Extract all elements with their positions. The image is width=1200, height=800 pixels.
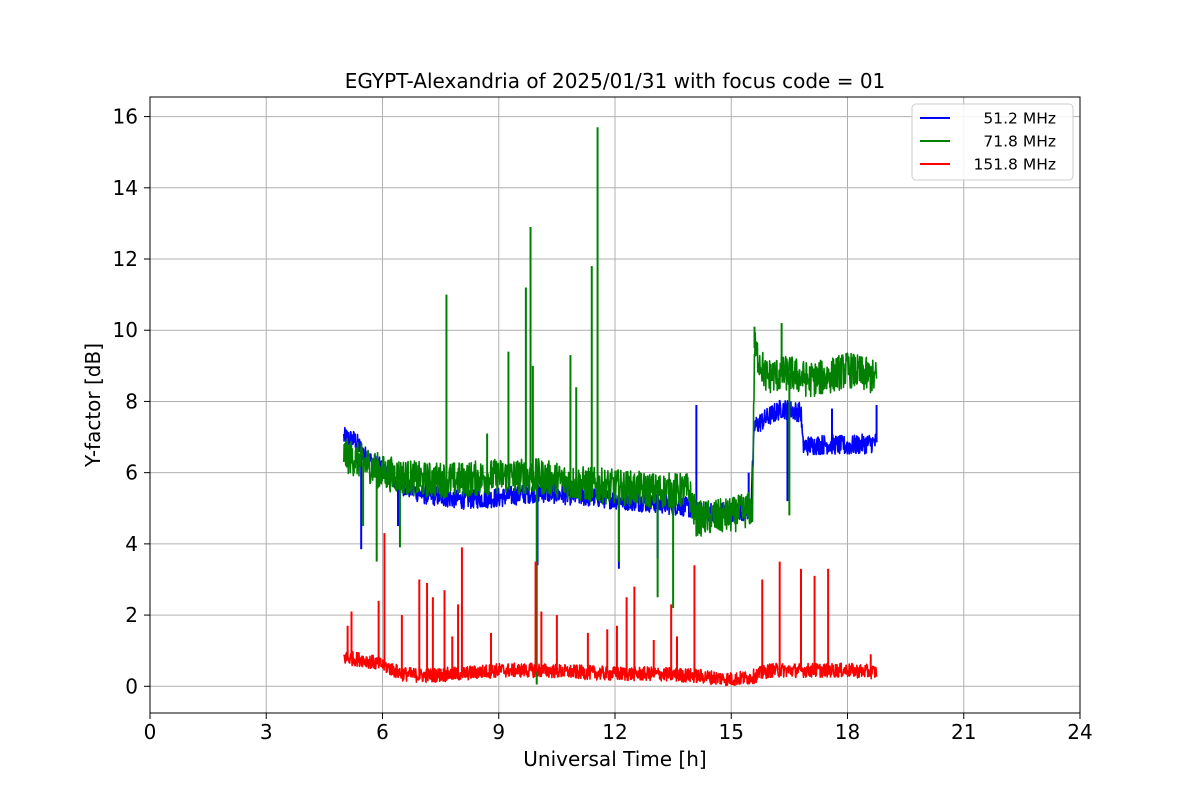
chart-title: EGYPT-Alexandria of 2025/01/31 with focu… — [345, 69, 886, 93]
grid-lines — [150, 97, 1080, 713]
x-axis-label: Universal Time [h] — [523, 747, 706, 771]
x-tick-label: 3 — [260, 720, 273, 744]
y-tick-label: 2 — [125, 603, 138, 627]
x-tick-label: 21 — [951, 720, 976, 744]
y-tick-label: 0 — [125, 674, 138, 698]
series-line-1 — [343, 332, 878, 537]
legend-label: 151.8 MHz — [974, 156, 1056, 174]
legend-box — [911, 103, 1074, 181]
y-tick-label: 8 — [125, 389, 138, 413]
x-tick-label: 6 — [376, 720, 389, 744]
series-line-2 — [343, 651, 878, 687]
x-tick-label: 24 — [1067, 720, 1092, 744]
y-tick-label: 12 — [113, 247, 138, 271]
y-tick-label: 4 — [125, 532, 138, 556]
y-tick-label: 10 — [113, 318, 138, 342]
x-tick-label: 12 — [602, 720, 627, 744]
x-tick-label: 0 — [144, 720, 157, 744]
legend: 51.2 MHz 71.8 MHz 151.8 MHz — [911, 103, 1074, 181]
x-tick-label: 15 — [719, 720, 744, 744]
y-tick-label: 14 — [113, 176, 138, 200]
legend-label: 71.8 MHz — [983, 133, 1056, 151]
y-axis-label: Y-factor [dB] — [81, 343, 105, 468]
y-tick-label: 16 — [113, 105, 138, 129]
series-group — [343, 127, 878, 687]
legend-label: 51.2 MHz — [983, 110, 1056, 128]
x-tick-label: 18 — [835, 720, 860, 744]
y-tick-label: 6 — [125, 461, 138, 485]
series-line-0 — [343, 399, 877, 523]
x-tick-label: 9 — [492, 720, 505, 744]
